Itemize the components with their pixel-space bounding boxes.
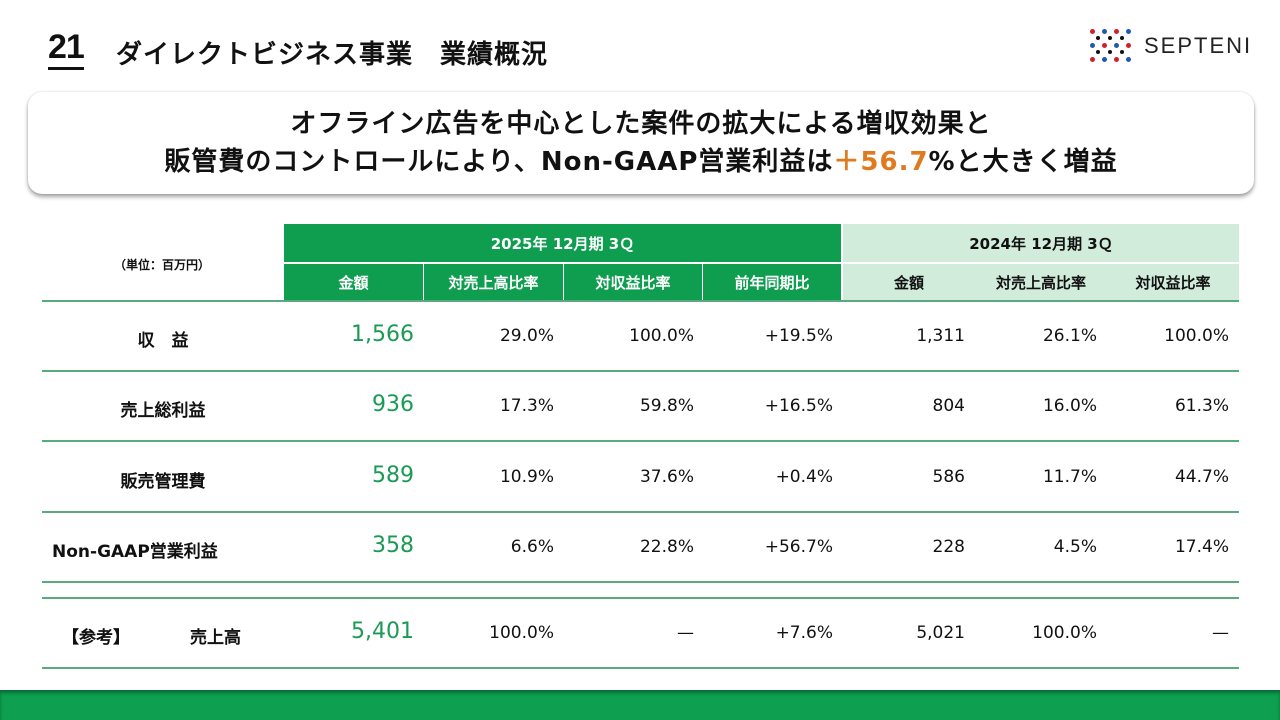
headline-highlight: ＋56.7 <box>833 147 929 177</box>
prior-sales-ratio: 16.0% <box>1042 396 1097 416</box>
table-divider <box>42 581 1239 583</box>
current-revenue-ratio: — <box>677 623 694 643</box>
col-current-yoy: 前年同期比 <box>703 264 841 300</box>
current-yoy: +19.5% <box>764 326 833 346</box>
table-divider <box>42 667 1239 669</box>
current-sales-ratio: 6.6% <box>510 537 554 557</box>
table-divider <box>42 300 1239 302</box>
prior-revenue-ratio: 61.3% <box>1174 396 1229 416</box>
row-label: 売上高 <box>190 628 241 648</box>
current-amount: 589 <box>372 463 414 488</box>
col-current-revenue-ratio: 対収益比率 <box>564 264 702 300</box>
prior-amount: 5,021 <box>916 623 965 643</box>
prior-sales-ratio: 26.1% <box>1042 326 1097 346</box>
current-amount: 5,401 <box>351 619 414 644</box>
prior-amount: 228 <box>932 537 965 557</box>
page-title: ダイレクトビジネス事業 業績概況 <box>116 40 549 70</box>
row-label: 販売管理費 <box>120 472 206 492</box>
prior-revenue-ratio: 44.7% <box>1174 467 1229 487</box>
logo-text: SEPTENI <box>1144 33 1253 58</box>
headline-prefix: 販管費のコントロールにより、Non-GAAP営業利益は <box>164 147 834 177</box>
prior-revenue-ratio: 17.4% <box>1174 537 1229 557</box>
row-label: Non-GAAP営業利益 <box>52 542 218 562</box>
current-revenue-ratio: 100.0% <box>629 326 694 346</box>
prior-amount: 586 <box>932 467 965 487</box>
headline-line-1: オフライン広告を中心とした案件の拡大による増収効果と <box>290 109 992 139</box>
table-divider <box>42 440 1239 442</box>
prior-sales-ratio: 100.0% <box>1032 623 1097 643</box>
period-prior-header: 2024年 12月期 3Ｑ <box>843 224 1239 262</box>
septeni-logo: SEPTENI <box>1090 29 1252 63</box>
current-sales-ratio: 17.3% <box>499 396 554 416</box>
unit-label: （単位：百万円） <box>113 258 210 272</box>
footer-bar <box>0 690 1280 720</box>
page-number: 21 <box>48 28 85 70</box>
col-current-sales-ratio: 対売上高比率 <box>424 264 563 300</box>
current-yoy: +0.4% <box>775 467 833 487</box>
current-sales-ratio: 29.0% <box>499 326 554 346</box>
row-label: 収 益 <box>137 331 189 351</box>
current-yoy: +16.5% <box>764 396 833 416</box>
septeni-dots-icon <box>1090 29 1134 63</box>
current-amount: 1,566 <box>351 322 414 347</box>
headline-suffix: %と大きく増益 <box>928 147 1118 177</box>
col-prior-revenue-ratio: 対収益比率 <box>1107 264 1239 300</box>
table-divider <box>42 597 1239 599</box>
prior-sales-ratio: 4.5% <box>1053 537 1097 557</box>
prior-amount: 804 <box>932 396 965 416</box>
col-current-amount: 金額 <box>284 264 423 300</box>
table-divider <box>42 370 1239 372</box>
reference-tag: 【参考】 <box>62 628 130 648</box>
prior-revenue-ratio: 100.0% <box>1164 326 1229 346</box>
row-label: 売上総利益 <box>120 401 206 421</box>
prior-sales-ratio: 11.7% <box>1042 467 1097 487</box>
current-revenue-ratio: 22.8% <box>639 537 694 557</box>
current-revenue-ratio: 37.6% <box>639 467 694 487</box>
current-revenue-ratio: 59.8% <box>639 396 694 416</box>
current-sales-ratio: 100.0% <box>489 623 554 643</box>
period-current-header: 2025年 12月期 3Ｑ <box>284 224 841 262</box>
current-sales-ratio: 10.9% <box>499 467 554 487</box>
prior-amount: 1,311 <box>916 326 965 346</box>
prior-revenue-ratio: — <box>1212 623 1229 643</box>
headline-line-2: 販管費のコントロールにより、Non-GAAP営業利益は＋56.7%と大きく増益 <box>164 143 1117 181</box>
current-yoy: +56.7% <box>764 537 833 557</box>
col-prior-sales-ratio: 対売上高比率 <box>975 264 1107 300</box>
current-amount: 358 <box>372 533 414 558</box>
current-yoy: +7.6% <box>775 623 833 643</box>
current-amount: 936 <box>372 392 414 417</box>
headline-box: オフライン広告を中心とした案件の拡大による増収効果と 販管費のコントロールにより… <box>28 92 1254 194</box>
col-prior-amount: 金額 <box>843 264 975 300</box>
table-divider <box>42 511 1239 513</box>
